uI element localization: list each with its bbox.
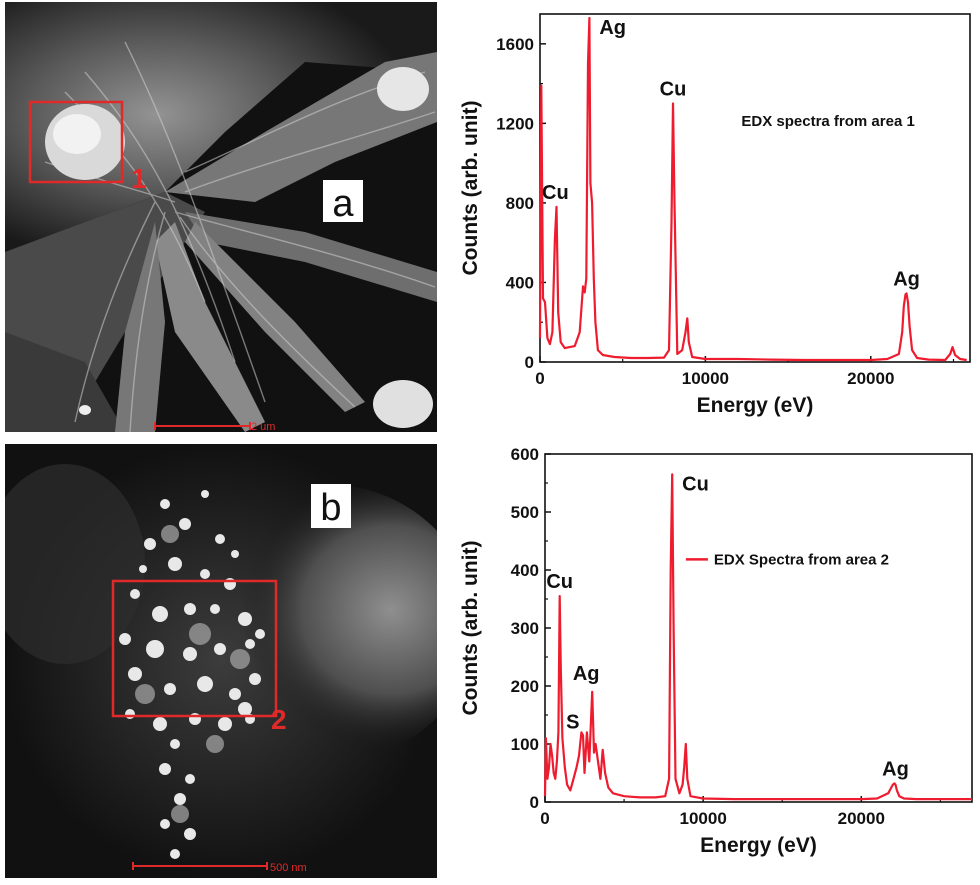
panel-letter-a: a (332, 183, 354, 225)
chart1-peak-label: Cu (660, 78, 687, 100)
chart1-ytick-label: 800 (506, 194, 534, 213)
chart1-peak-label: Cu (542, 182, 569, 204)
chart1-ytick-label: 400 (506, 273, 534, 292)
chart2-plot-frame (544, 453, 973, 803)
chart2-xtick-label: 10000 (680, 809, 727, 828)
chart2-ytick-label: 500 (511, 503, 539, 522)
chart1-legend-label: EDX spectra from area 1 (741, 113, 914, 130)
chart2-ytick-label: 100 (511, 735, 539, 754)
chart2-peak-label: S (566, 711, 579, 733)
chart1-plot-frame (539, 13, 971, 363)
chart2-xtick-label: 0 (540, 809, 549, 828)
edx-spectrum-plot-1: 0 400 800 1200 1600 0 10000 20000 Energy (eV) Cou… (459, 13, 971, 417)
chart2-ytick-label: 200 (511, 677, 539, 696)
chart2-ytick-label: 300 (511, 619, 539, 638)
chart1-peak-label: Ag (599, 17, 626, 39)
chart1-xtick-label: 20000 (847, 369, 894, 388)
chart1-ytick-label: 0 (525, 353, 534, 372)
chart2-peak-label: Ag (573, 663, 600, 685)
tem-image-b: b 2 500 nm (5, 444, 437, 878)
chart2-peak-label: Cu (546, 571, 573, 593)
panel-letter-b: b (320, 487, 341, 529)
scale-bar-label-a: 2 um (251, 421, 275, 432)
chart1-x-axis-title: Energy (eV) (697, 394, 814, 417)
edx-spectrum-chart-1: 0 400 800 1200 1600 0 10000 20000 Energy (eV) Cou… (455, 0, 975, 432)
chart1-y-axis-title: Counts (arb. unit) (459, 101, 482, 276)
sem-image-a: a 1 2 um (5, 2, 437, 432)
edx-spectrum-plot-2: 0 100 200 300 400 500 600 0 10000 20000 Energy (eV… (459, 445, 973, 857)
scale-bar-label-b: 500 nm (270, 862, 307, 874)
chart1-peak-label: Ag (893, 268, 920, 290)
chart2-y-axis-title: Counts (arb. unit) (459, 541, 482, 716)
region-label-2: 2 (271, 704, 287, 735)
edx-spectrum-chart-2: 0 100 200 300 400 500 600 0 10000 20000 Energy (eV… (455, 440, 975, 880)
region-box-1 (28, 100, 124, 184)
chart1-xtick-label: 0 (535, 369, 544, 388)
chart2-x-axis-title: Energy (eV) (700, 834, 817, 857)
tem-image-b-drawing: b 2 500 nm (5, 444, 437, 878)
chart2-legend-label: EDX Spectra from area 2 (714, 551, 889, 568)
chart2-xtick-label: 20000 (838, 809, 885, 828)
region-box-2 (111, 579, 278, 718)
chart2-peak-label: Ag (882, 758, 909, 780)
sem-image-a-drawing: a 1 2 um (5, 2, 437, 432)
chart1-ytick-label: 1600 (496, 35, 534, 54)
chart2-ytick-label: 0 (530, 793, 539, 812)
chart1-series-line (538, 16, 967, 362)
chart2-ytick-label: 600 (511, 445, 539, 464)
region-label-1: 1 (131, 163, 147, 194)
chart1-ytick-label: 1200 (496, 114, 534, 133)
chart2-ytick-label: 400 (511, 561, 539, 580)
chart2-peak-label: Cu (682, 473, 709, 495)
chart2-series-line (543, 473, 972, 801)
chart1-xtick-label: 10000 (682, 369, 729, 388)
